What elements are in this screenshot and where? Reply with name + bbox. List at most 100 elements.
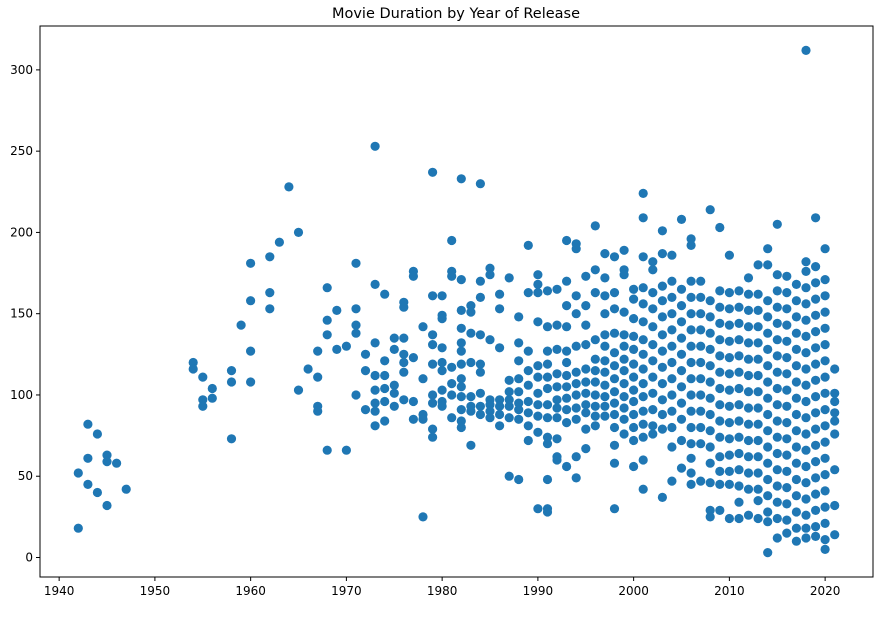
data-point <box>820 502 830 512</box>
data-point <box>734 335 744 345</box>
data-point <box>466 301 476 311</box>
data-point <box>590 288 600 298</box>
data-point <box>657 395 668 405</box>
data-point <box>705 458 715 468</box>
data-point <box>830 530 840 540</box>
data-point <box>629 409 639 420</box>
x-tick-label: 1970 <box>331 584 362 598</box>
data-point <box>533 317 543 327</box>
data-point <box>562 370 572 381</box>
data-point <box>475 401 485 411</box>
data-point <box>743 419 754 429</box>
x-axis: 1940 1950 1960 1970 1980 1990 2000 2010 2020 <box>44 577 840 598</box>
data-point <box>811 489 821 499</box>
data-point <box>753 513 763 524</box>
data-point <box>485 335 495 345</box>
data-point <box>676 214 687 224</box>
data-point <box>322 315 332 325</box>
data-point <box>236 320 246 330</box>
data-point <box>504 413 514 423</box>
data-point <box>466 357 476 368</box>
data-point <box>332 305 342 315</box>
data-point <box>696 422 706 433</box>
data-point <box>523 435 533 446</box>
data-point <box>667 276 677 286</box>
data-point <box>351 328 361 338</box>
data-point <box>734 351 744 361</box>
data-point <box>437 291 447 301</box>
data-point <box>456 323 466 333</box>
data-point <box>801 299 811 309</box>
data-point <box>743 305 754 315</box>
data-point <box>820 275 830 285</box>
data-point <box>705 361 715 371</box>
data-point <box>552 284 562 294</box>
data-point <box>782 401 792 411</box>
data-point <box>437 366 447 376</box>
data-point <box>782 528 792 538</box>
data-point <box>533 388 543 398</box>
data-point <box>581 364 591 374</box>
data-point <box>715 367 725 377</box>
data-point <box>648 429 658 439</box>
data-point <box>715 383 725 394</box>
data-point <box>830 429 840 439</box>
data-point <box>590 354 600 364</box>
data-point <box>456 416 466 426</box>
data-point <box>696 309 706 319</box>
data-point <box>753 496 763 506</box>
data-point <box>542 432 553 442</box>
data-point <box>705 312 715 322</box>
data-point <box>667 357 677 368</box>
data-point <box>466 307 476 317</box>
x-tick-label: 1940 <box>44 584 75 598</box>
data-point <box>734 318 744 328</box>
data-point <box>609 504 620 514</box>
data-point <box>811 359 821 369</box>
data-point <box>705 344 715 354</box>
data-point <box>830 465 840 475</box>
data-point <box>638 213 648 223</box>
data-point <box>92 487 102 498</box>
data-point <box>418 414 428 424</box>
data-point <box>399 349 409 359</box>
data-point <box>609 387 620 397</box>
data-point <box>629 294 639 304</box>
data-point <box>428 330 438 340</box>
data-point <box>514 474 524 485</box>
data-point <box>265 252 275 262</box>
data-point <box>380 356 390 366</box>
data-point <box>696 292 706 302</box>
data-point <box>724 385 735 395</box>
plot-frame <box>39 25 874 578</box>
data-point <box>198 372 208 382</box>
data-point <box>571 341 581 351</box>
data-point <box>801 396 811 407</box>
data-point <box>360 366 371 376</box>
data-point <box>504 395 514 405</box>
data-point <box>753 260 763 270</box>
data-point <box>667 390 677 400</box>
data-point <box>351 390 361 400</box>
data-point <box>456 338 466 348</box>
data-point <box>772 219 782 229</box>
data-point <box>380 396 390 407</box>
data-point <box>638 349 648 359</box>
data-point <box>629 284 639 294</box>
data-point <box>638 392 648 402</box>
data-point <box>600 392 610 402</box>
data-point <box>763 442 773 452</box>
data-point <box>686 341 696 351</box>
data-point <box>619 392 629 402</box>
data-point <box>763 312 773 322</box>
data-point <box>772 335 782 345</box>
data-point <box>715 335 725 345</box>
data-point <box>676 435 687 446</box>
data-point <box>428 167 438 177</box>
data-point <box>533 372 543 382</box>
data-point <box>552 455 562 465</box>
data-point <box>801 461 811 472</box>
data-point <box>552 369 562 379</box>
data-point <box>782 336 792 346</box>
x-tick-label: 1960 <box>235 584 266 598</box>
